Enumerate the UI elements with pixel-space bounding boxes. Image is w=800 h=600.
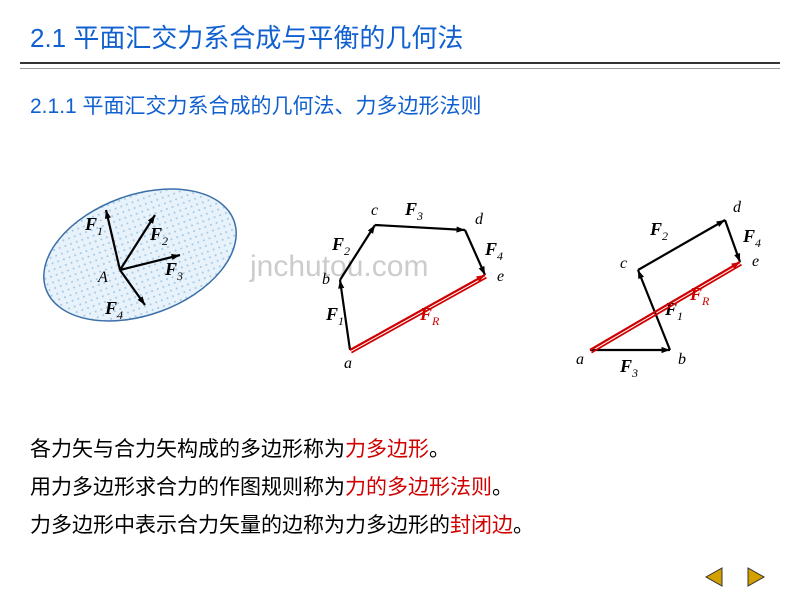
subsection-title: 2.1.1 平面汇交力系合成的几何法、力多边形法则 — [30, 90, 482, 120]
diagram-area: F1F2F3F4AabcdeF1F2F3F4FRabcdeF3F1F2F4FR — [10, 140, 790, 400]
svg-text:R: R — [431, 314, 440, 328]
svg-text:1: 1 — [677, 309, 683, 323]
next-button[interactable] — [740, 562, 770, 592]
svg-text:F: F — [649, 219, 662, 239]
svg-text:F: F — [619, 356, 632, 376]
svg-text:F: F — [84, 214, 97, 234]
svg-text:3: 3 — [416, 209, 423, 223]
svg-text:c: c — [620, 255, 627, 272]
svg-text:1: 1 — [338, 314, 344, 328]
rule-thin — [20, 68, 780, 69]
svg-text:e: e — [497, 268, 504, 285]
svg-text:4: 4 — [117, 308, 123, 322]
section-title: 2.1 平面汇交力系合成与平衡的几何法 — [30, 18, 463, 55]
svg-text:2: 2 — [162, 234, 168, 248]
rule-thick — [20, 62, 780, 64]
force-diagram: F1F2F3F4AabcdeF1F2F3F4FRabcdeF3F1F2F4FR — [10, 140, 790, 400]
svg-text:F: F — [419, 304, 432, 324]
svg-text:b: b — [678, 351, 686, 368]
svg-text:F: F — [149, 224, 162, 244]
svg-text:a: a — [576, 351, 584, 368]
svg-text:1: 1 — [97, 224, 103, 238]
svg-text:2: 2 — [344, 244, 350, 258]
body-line: 各力矢与合力矢构成的多边形称为力多边形。 — [30, 430, 534, 468]
svg-text:A: A — [97, 269, 108, 286]
svg-text:2: 2 — [662, 229, 668, 243]
svg-text:F: F — [104, 298, 117, 318]
svg-text:b: b — [322, 271, 330, 288]
svg-text:d: d — [475, 211, 484, 228]
svg-text:R: R — [701, 294, 710, 308]
prev-button[interactable] — [700, 562, 730, 592]
body-paragraphs: 各力矢与合力矢构成的多边形称为力多边形。用力多边形求合力的作图规则称为力的多边形… — [30, 430, 534, 544]
svg-text:4: 4 — [755, 236, 761, 250]
body-line: 用力多边形求合力的作图规则称为力的多边形法则。 — [30, 468, 534, 506]
svg-text:4: 4 — [497, 249, 503, 263]
svg-text:F: F — [484, 239, 497, 259]
svg-text:c: c — [371, 202, 378, 219]
body-line: 力多边形中表示合力矢量的边称为力多边形的封闭边。 — [30, 506, 534, 544]
svg-text:3: 3 — [631, 366, 638, 380]
svg-text:F: F — [331, 234, 344, 254]
svg-text:d: d — [733, 199, 742, 216]
svg-text:F: F — [325, 304, 338, 324]
svg-text:F: F — [689, 284, 702, 304]
svg-text:e: e — [752, 253, 759, 270]
svg-text:a: a — [344, 355, 352, 372]
svg-text:F: F — [164, 259, 177, 279]
svg-text:F: F — [404, 199, 417, 219]
svg-text:F: F — [742, 226, 755, 246]
svg-text:3: 3 — [176, 269, 183, 283]
